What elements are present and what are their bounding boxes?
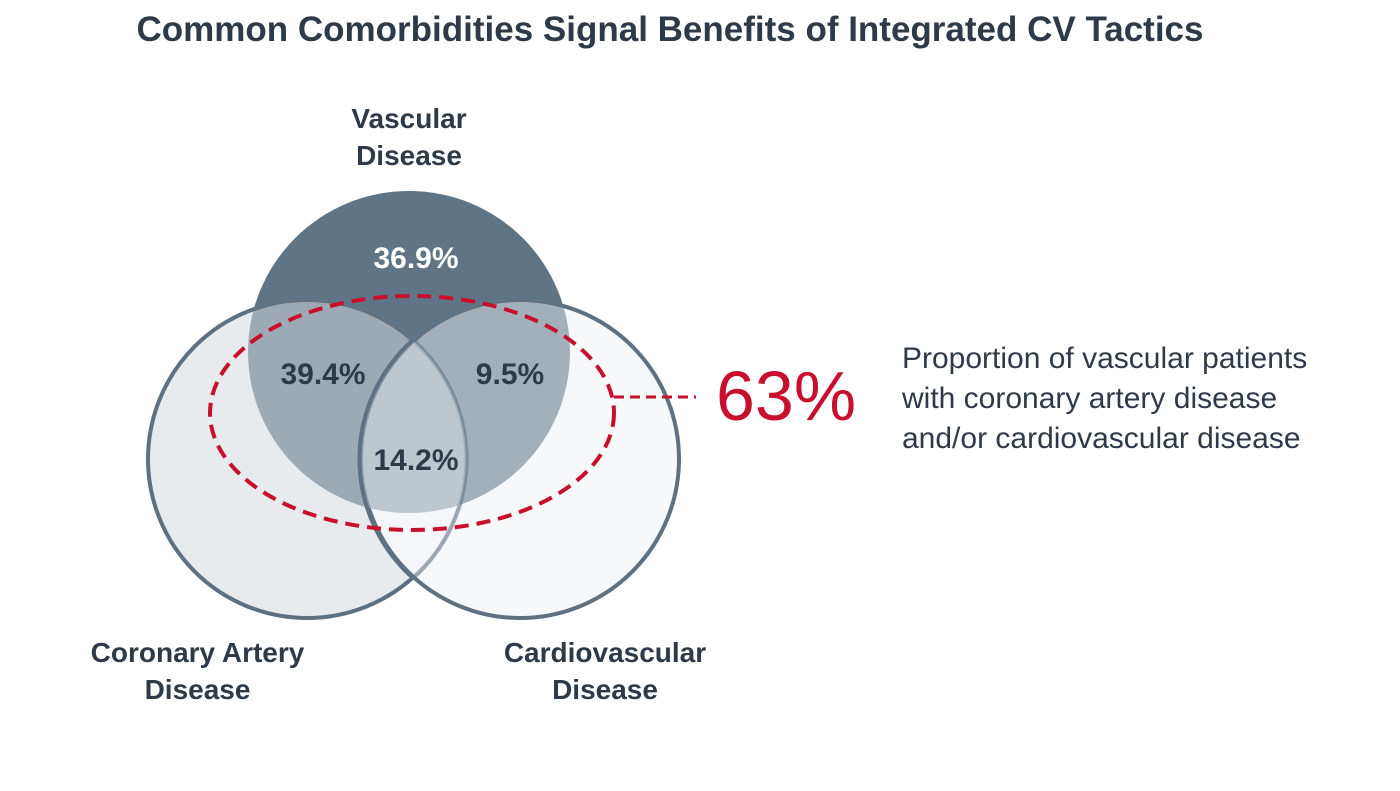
set-label-cardiovascular-disease: Cardiovascular Disease — [470, 634, 740, 708]
label-line: Vascular — [351, 103, 467, 134]
value-vascular-and-cvd: 9.5% — [476, 358, 544, 391]
set-label-coronary-artery-disease: Coronary Artery Disease — [60, 634, 335, 708]
label-line: Cardiovascular — [503, 637, 707, 668]
value-all-three: 14.2% — [373, 444, 458, 477]
value-vascular-and-cad: 39.4% — [280, 358, 365, 391]
callout-percentage: 63% — [716, 357, 857, 435]
label-line: Coronary Artery — [90, 637, 305, 668]
highlight-ellipse — [208, 294, 616, 532]
description-line: and/or cardiovascular disease — [902, 422, 1301, 455]
callout-description: Proportion of vascular patients with cor… — [902, 339, 1307, 459]
vascular-only-region — [248, 191, 570, 513]
set-label-vascular-disease: Vascular Disease — [309, 100, 509, 174]
description-line: Proportion of vascular patients — [902, 342, 1308, 375]
cvd-left-edge — [357, 338, 415, 580]
label-line: Disease — [356, 140, 462, 171]
label-line: Disease — [552, 674, 658, 705]
description-line: with coronary artery disease — [902, 382, 1278, 415]
label-line: Disease — [144, 674, 251, 705]
intersection-all-three — [361, 300, 466, 513]
value-vascular-only: 36.9% — [373, 242, 458, 275]
diagram-title: Common Comorbidities Signal Benefits of … — [136, 10, 1204, 49]
